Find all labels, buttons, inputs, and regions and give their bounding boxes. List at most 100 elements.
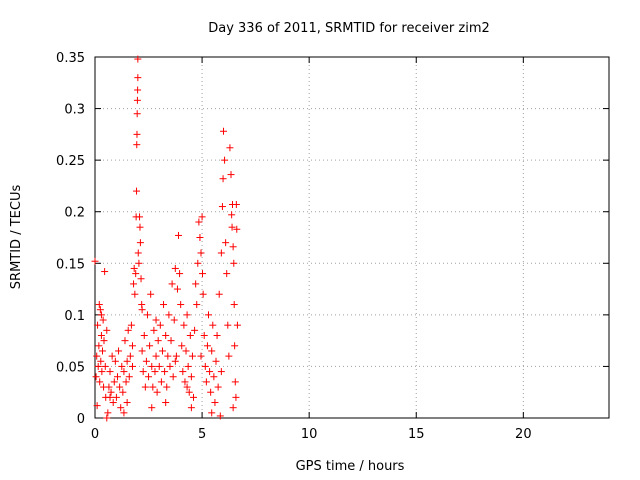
data-point [150,326,158,334]
data-point [195,218,203,226]
data-point [217,249,225,257]
data-point [99,316,107,324]
data-point [133,187,141,195]
plot-frame [94,56,610,419]
data-point [177,301,185,309]
data-point [230,259,238,267]
data-point [93,352,101,360]
data-point [193,301,201,309]
data-point [151,368,159,376]
data-point [95,301,103,309]
data-point [171,357,179,365]
data-point [228,211,236,219]
data-point [222,239,230,247]
chart-title: Day 336 of 2011, SRMTID for receiver zim… [208,21,490,36]
data-point [156,321,164,329]
y-axis-label: SRMTID / TECUs [9,185,24,290]
data-point [184,362,192,370]
data-point [213,331,221,339]
data-point [188,352,196,360]
data-point [106,368,114,376]
data-point [229,404,237,412]
data-point [98,368,106,376]
data-point [128,342,136,350]
data-point [140,331,148,339]
data-point [183,383,191,391]
data-point [141,383,149,391]
data-point [165,311,173,319]
data-point [209,321,217,329]
data-point [181,378,189,386]
data-point [185,388,193,396]
data-point [117,404,125,412]
data-point [161,368,169,376]
data-point [225,352,233,360]
data-point [172,352,180,360]
data-point [206,368,214,376]
data-point [221,156,229,164]
data-point [136,223,144,231]
data-point [135,259,143,267]
data-point [187,404,195,412]
data-point [217,368,225,376]
data-point [218,203,226,211]
data-point [212,357,220,365]
data-point [149,383,157,391]
data-point [178,342,186,350]
data-point [170,316,178,324]
data-point [173,285,181,293]
data-points [91,55,241,422]
data-point [104,409,112,417]
data-point [158,347,166,355]
data-point [175,231,183,239]
y-tick-label: 0.1 [64,309,85,324]
data-point [202,378,210,386]
data-point [187,373,195,381]
data-point [112,393,120,401]
x-tick-label: 20 [515,427,532,442]
data-point [232,393,240,401]
data-point [96,378,104,386]
data-point [145,373,153,381]
data-point [190,393,198,401]
data-point [183,311,191,319]
data-point [133,110,141,118]
data-point [231,342,239,350]
data-point [91,257,99,265]
data-point [139,368,147,376]
data-point [94,362,102,370]
data-point [98,347,106,355]
data-point [147,290,155,298]
data-point [228,223,236,231]
data-point [108,352,116,360]
data-point [219,175,227,183]
data-point [231,378,239,386]
data-point [106,393,114,401]
data-point [100,337,108,345]
data-point [194,259,202,267]
data-point [160,301,168,309]
data-point [127,321,135,329]
data-point [153,388,161,396]
y-tick-label: 0.3 [64,103,85,118]
data-point [179,368,187,376]
data-point [146,342,154,350]
data-point [207,388,215,396]
data-point [203,342,211,350]
data-point [210,373,218,381]
data-point [121,337,129,345]
data-point [134,249,142,257]
data-point [208,409,216,417]
data-point [180,321,188,329]
data-point [169,373,177,381]
gridlines [95,57,609,418]
data-point [132,270,140,278]
data-point [110,378,118,386]
data-point [154,337,162,345]
data-point [124,326,132,334]
data-point [192,280,200,288]
x-tick-label: 0 [91,427,99,442]
data-point [152,352,160,360]
y-tick-label: 0.2 [64,206,85,221]
y-tick-label: 0.25 [56,154,85,169]
